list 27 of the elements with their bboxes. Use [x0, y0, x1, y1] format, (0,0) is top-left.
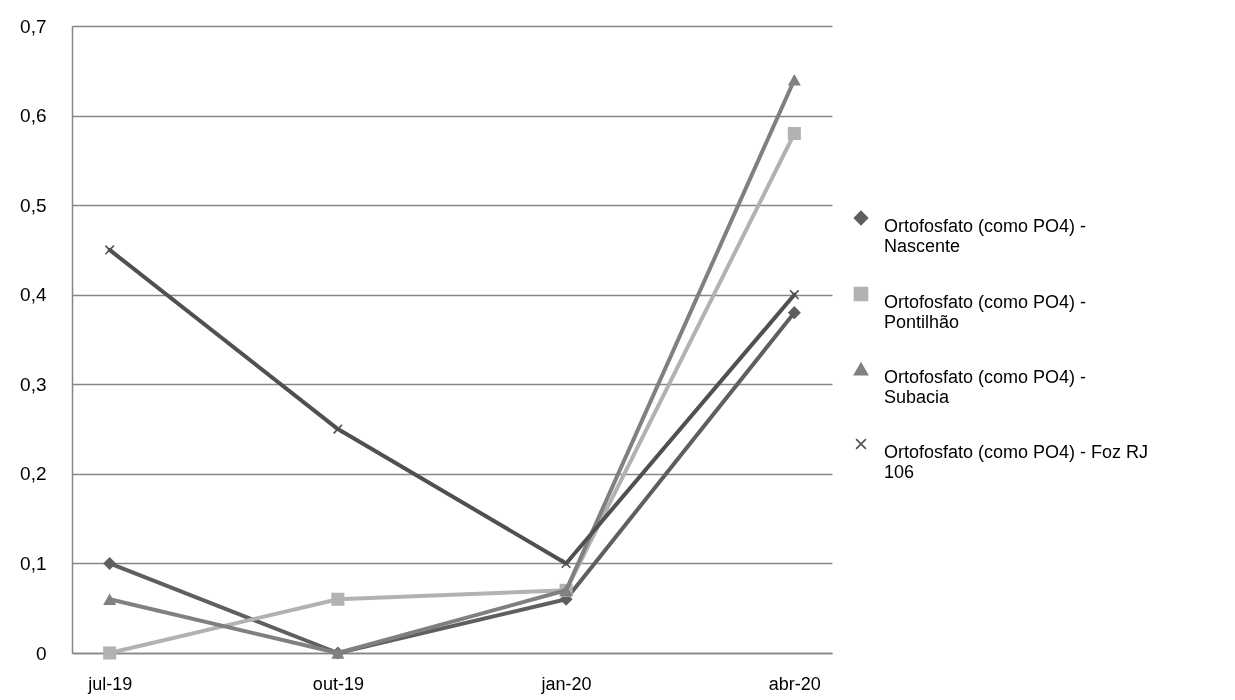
point: [103, 556, 117, 570]
point: [789, 289, 800, 300]
y-tick-label: 0: [35, 642, 47, 664]
y-tick-label: 0,3: [20, 373, 47, 395]
x-tick-label: out-19: [312, 673, 364, 694]
y-tick-label: 0,6: [20, 105, 47, 127]
y-tick-label: 0,5: [20, 194, 47, 216]
y-tick-label: 0,2: [20, 463, 47, 485]
y-tick-label: 0,7: [20, 15, 47, 37]
point: [332, 424, 343, 435]
legend-label: Ortofosfato (como PO4) - Foz RJ 106: [884, 442, 1149, 482]
point: [103, 593, 117, 605]
point: [104, 244, 115, 255]
x-tick-label: abr-20: [768, 673, 821, 694]
point: [787, 126, 801, 140]
point: [103, 646, 117, 660]
legend-label: Ortofosfato (como PO4) - Subacia: [884, 367, 1087, 407]
x-tick-label: jul-19: [87, 673, 133, 694]
y-tick-label: 0,1: [20, 552, 47, 574]
point: [787, 306, 801, 320]
legend-label: Ortofosfato (como PO4) - Nascente: [884, 216, 1087, 256]
point: [561, 558, 572, 569]
point: [331, 592, 345, 606]
legend-label: Ortofosfato (como PO4) - Pontilhão: [884, 292, 1087, 332]
y-tick-label: 0,4: [20, 284, 47, 306]
x-tick-label: jan-20: [540, 673, 592, 694]
point: [787, 74, 801, 86]
